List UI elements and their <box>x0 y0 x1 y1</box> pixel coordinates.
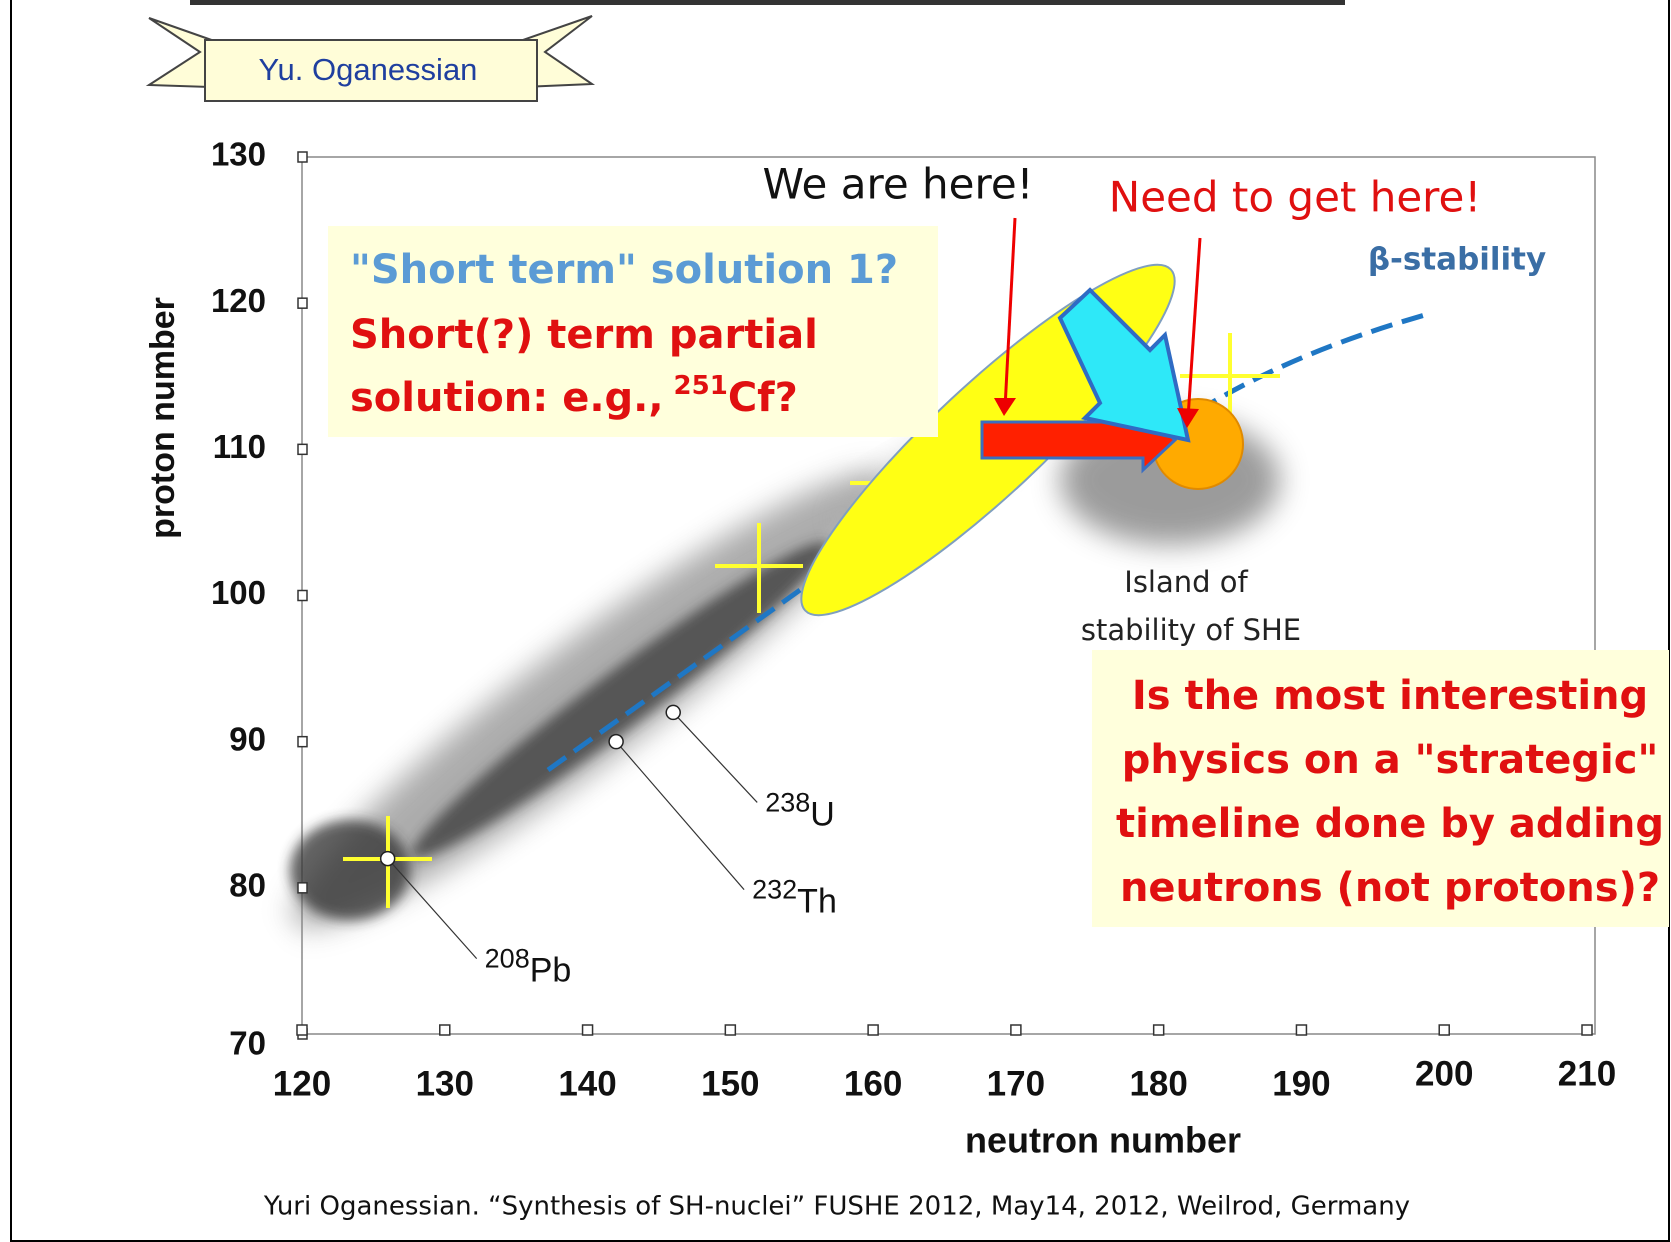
x-tick-label: 190 <box>1272 1064 1330 1103</box>
banner: Yu. Oganessian <box>145 15 596 102</box>
top-strip <box>190 0 1345 5</box>
isotope-mass: 232 <box>752 875 797 905</box>
y-tick-label: 80 <box>229 867 266 904</box>
annotation: Need to get here! <box>1109 173 1481 222</box>
right-callout: Is the most interesting physics on a "st… <box>1092 650 1669 927</box>
banner-text: Yu. Oganessian <box>259 52 478 87</box>
callout-text: Cf? <box>728 375 798 421</box>
pointer-line <box>1186 237 1202 419</box>
y-tick <box>297 589 308 602</box>
point <box>665 704 681 721</box>
x-tick-label: 210 <box>1558 1054 1616 1093</box>
x-tick-label: 180 <box>1129 1064 1187 1103</box>
x-tick <box>1010 1024 1022 1036</box>
y-tick-label: 120 <box>211 282 266 319</box>
callout-text: solution: e.g., 251Cf? <box>350 371 798 422</box>
x-axis-title: neutron number <box>965 1120 1241 1161</box>
y-tick <box>297 443 308 456</box>
x-tick-label: 120 <box>273 1064 331 1103</box>
x-tick <box>724 1024 737 1036</box>
point-label: 238U <box>765 788 835 834</box>
pointer-head <box>994 398 1016 416</box>
isotope-mass: 208 <box>485 944 530 974</box>
y-tick <box>297 297 308 309</box>
callout-box <box>328 226 938 437</box>
callout-text: Short(?) term partial <box>350 312 818 358</box>
x-tick-label: 130 <box>416 1064 474 1103</box>
y-tick-label: 110 <box>213 428 266 465</box>
beta-stability-line <box>546 587 802 773</box>
y-tick-label: 70 <box>229 1025 266 1062</box>
annotation: β-stability <box>1368 242 1546 278</box>
isotope-symbol: Pb <box>530 952 572 990</box>
x-tick <box>296 1024 308 1036</box>
x-tick-label: 160 <box>844 1064 902 1103</box>
y-tick-label: 90 <box>229 720 266 757</box>
callout-text: timeline done by adding <box>1116 801 1664 847</box>
x-tick-label: 140 <box>558 1064 616 1103</box>
point-label: 208Pb <box>485 944 572 990</box>
isotope-symbol: Th <box>797 883 837 921</box>
callout-text: physics on a "strategic" <box>1122 737 1659 783</box>
point-label: 232Th <box>752 875 837 921</box>
x-tick-label: 150 <box>701 1064 759 1103</box>
x-tick-label: 200 <box>1415 1054 1473 1093</box>
point <box>608 733 624 750</box>
x-tick <box>867 1024 879 1036</box>
x-tick-label: 170 <box>987 1064 1045 1103</box>
x-tick <box>439 1024 451 1036</box>
callout-text: neutrons (not protons)? <box>1120 865 1660 911</box>
superscript: 251 <box>674 371 728 401</box>
label-leader <box>387 858 478 959</box>
x-tick <box>1438 1024 1450 1036</box>
annotation: stability of SHE <box>1081 613 1301 647</box>
point <box>379 850 396 867</box>
label-leader <box>672 712 758 803</box>
y-tick <box>297 151 308 163</box>
beta-stability-line <box>1168 310 1433 431</box>
callout-text: "Short term" solution 1? <box>350 247 898 293</box>
y-tick <box>297 882 308 894</box>
x-tick <box>1152 1024 1165 1036</box>
pointer-head <box>1177 408 1199 428</box>
left-callout: "Short term" solution 1? Short(?) term p… <box>328 226 938 437</box>
y-tick <box>297 735 308 748</box>
y-tick-label: 130 <box>211 136 266 173</box>
isotope-mass: 238 <box>765 788 810 818</box>
callout-box <box>1092 650 1669 927</box>
annotation: Island of <box>1124 565 1248 599</box>
x-tick <box>1581 1024 1593 1036</box>
callout-text: solution: e.g., <box>350 375 664 421</box>
isotope-symbol: U <box>810 795 835 833</box>
label-leader <box>615 741 745 891</box>
x-tick <box>1295 1024 1308 1036</box>
x-tick <box>581 1024 594 1036</box>
cyan-arrow <box>1057 287 1191 443</box>
y-axis-title: proton number <box>144 297 182 539</box>
pointer-line <box>1003 217 1017 409</box>
footer: Yuri Oganessian. “Synthesis of SH-nuclei… <box>263 1192 1410 1222</box>
callout-text: Is the most interesting <box>1132 673 1648 719</box>
y-tick-label: 100 <box>211 574 266 611</box>
annotation: We are here! <box>762 160 1033 209</box>
